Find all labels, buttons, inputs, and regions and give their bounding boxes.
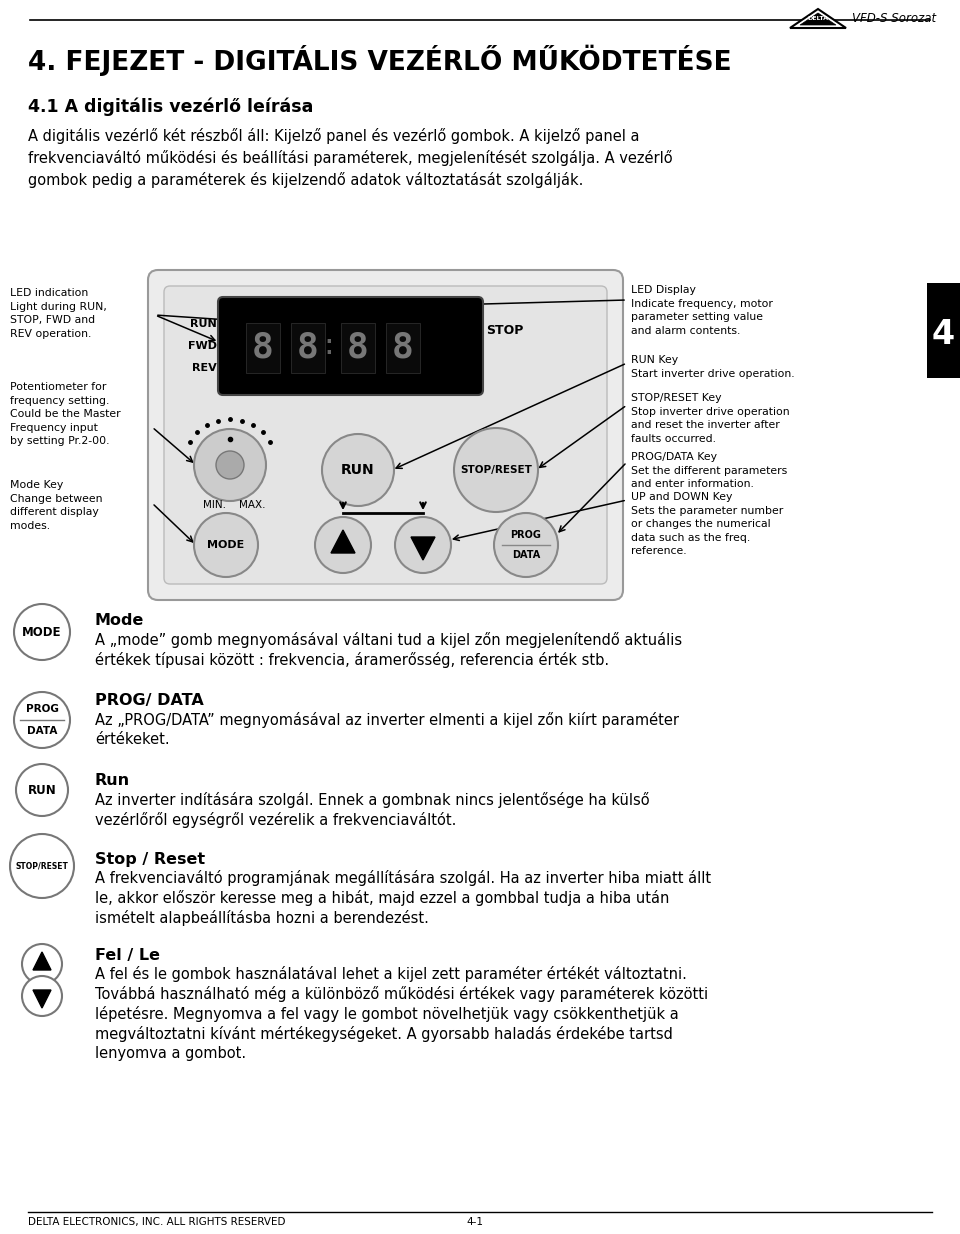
Text: RUN: RUN (190, 320, 217, 329)
FancyBboxPatch shape (291, 323, 325, 373)
Polygon shape (411, 537, 435, 560)
Text: DATA: DATA (512, 550, 540, 560)
Text: 8: 8 (348, 331, 369, 365)
Text: A „mode” gomb megnyomásával váltani tud a kijel zőn megjelenítendő aktuális: A „mode” gomb megnyomásával váltani tud … (95, 632, 683, 648)
Text: megváltoztatni kívánt mértékegységeket. A gyorsabb haladás érdekébe tartsd: megváltoztatni kívánt mértékegységeket. … (95, 1025, 673, 1041)
Circle shape (10, 834, 74, 898)
Circle shape (315, 517, 371, 573)
Circle shape (14, 603, 70, 660)
Text: Az inverter indítására szolgál. Ennek a gombnak nincs jelentősége ha külső: Az inverter indítására szolgál. Ennek a … (95, 792, 650, 808)
Text: Mode Key
Change between
different display
modes.: Mode Key Change between different displa… (10, 480, 103, 531)
Text: MAX.: MAX. (239, 500, 265, 510)
Polygon shape (331, 529, 355, 553)
Text: 8: 8 (298, 331, 319, 365)
Text: :: : (321, 332, 337, 360)
FancyBboxPatch shape (341, 323, 375, 373)
Text: STOP: STOP (486, 323, 523, 337)
Polygon shape (790, 9, 846, 28)
Circle shape (322, 434, 394, 506)
Text: DELTA: DELTA (807, 16, 828, 21)
Text: MODE: MODE (22, 626, 61, 638)
Bar (927, 283, 960, 378)
Text: Az „PROG/DATA” megnyomásával az inverter elmenti a kijel zőn kiírt paraméter: Az „PROG/DATA” megnyomásával az inverter… (95, 712, 679, 728)
Text: gombok pedig a paraméterek és kijelzendő adatok változtatását szolgálják.: gombok pedig a paraméterek és kijelzendő… (28, 172, 584, 188)
Text: PROG: PROG (26, 705, 59, 714)
Text: Fel / Le: Fel / Le (95, 948, 160, 963)
Text: vezérlőről egységről vezérelik a frekvenciaváltót.: vezérlőről egységről vezérelik a frekven… (95, 812, 456, 828)
Text: Run: Run (95, 772, 131, 789)
Text: lépetésre. Megnyomva a fel vagy le gombot növelhetjük vagy csökkenthetjük a: lépetésre. Megnyomva a fel vagy le gombo… (95, 1006, 679, 1022)
Circle shape (194, 513, 258, 578)
Text: Továbbá használható még a különböző működési értékek vagy paraméterek közötti: Továbbá használható még a különböző műkö… (95, 986, 708, 1002)
Text: PROG/DATA Key
Set the different parameters
and enter information.: PROG/DATA Key Set the different paramete… (631, 452, 787, 489)
Text: 4. FEJEZET - DIGITÁLIS VEZÉRLŐ MŰKÖDTETÉSE: 4. FEJEZET - DIGITÁLIS VEZÉRLŐ MŰKÖDTETÉ… (28, 44, 732, 77)
Text: RUN: RUN (341, 463, 374, 478)
Text: értékeket.: értékeket. (95, 732, 170, 747)
Text: STOP/RESET Key
Stop inverter drive operation
and reset the inverter after
faults: STOP/RESET Key Stop inverter drive opera… (631, 392, 790, 444)
Text: PROG/ DATA: PROG/ DATA (95, 694, 204, 708)
Text: Potentiometer for
frequency setting.
Could be the Master
Frequency input
by sett: Potentiometer for frequency setting. Cou… (10, 383, 121, 447)
Text: MIN.: MIN. (203, 500, 226, 510)
Text: VFD-S Sorozat: VFD-S Sorozat (852, 12, 936, 26)
Text: DELTA ELECTRONICS, INC. ALL RIGHTS RESERVED: DELTA ELECTRONICS, INC. ALL RIGHTS RESER… (28, 1217, 285, 1227)
Polygon shape (800, 14, 836, 25)
Text: REV: REV (192, 363, 217, 373)
Polygon shape (33, 990, 51, 1008)
Text: A fel és le gombok használatával lehet a kijel zett paraméter értékét változtatn: A fel és le gombok használatával lehet a… (95, 966, 686, 982)
Text: A frekvenciaváltó programjának megállítására szolgál. Ha az inverter hiba miatt : A frekvenciaváltó programjának megállítá… (95, 870, 711, 886)
Text: 8: 8 (392, 331, 414, 365)
Circle shape (16, 764, 68, 816)
Text: RUN: RUN (28, 784, 57, 796)
Text: 4.1 A digitális vezérlő leírása: 4.1 A digitális vezérlő leírása (28, 97, 313, 116)
Text: Stop / Reset: Stop / Reset (95, 851, 205, 868)
Text: 4: 4 (931, 318, 954, 352)
Text: RUN Key
Start inverter drive operation.: RUN Key Start inverter drive operation. (631, 355, 795, 379)
Text: frekvenciaváltó működési és beállítási paraméterek, megjelenítését szolgálja. A : frekvenciaváltó működési és beállítási p… (28, 151, 673, 167)
Text: DATA: DATA (27, 726, 58, 735)
Text: MODE: MODE (207, 540, 245, 550)
Text: FWD: FWD (188, 341, 217, 350)
Text: A digitális vezérlő két részből áll: Kijelző panel és vezérlő gombok. A kijelző : A digitális vezérlő két részből áll: Kij… (28, 128, 639, 144)
Text: 4-1: 4-1 (467, 1217, 484, 1227)
Circle shape (14, 692, 70, 748)
Text: STOP/RESET: STOP/RESET (15, 861, 68, 870)
FancyBboxPatch shape (148, 270, 623, 600)
Text: STOP/RESET: STOP/RESET (460, 465, 532, 475)
Circle shape (494, 513, 558, 578)
Circle shape (22, 976, 62, 1016)
FancyBboxPatch shape (246, 323, 280, 373)
Circle shape (395, 517, 451, 573)
FancyBboxPatch shape (164, 286, 607, 584)
Text: lenyomva a gombot.: lenyomva a gombot. (95, 1046, 246, 1061)
Text: le, akkor először keresse meg a hibát, majd ezzel a gombbal tudja a hiba után: le, akkor először keresse meg a hibát, m… (95, 890, 669, 906)
FancyBboxPatch shape (218, 297, 483, 395)
Text: PROG: PROG (511, 529, 541, 540)
Text: 8: 8 (252, 331, 274, 365)
Text: LED indication
Light during RUN,
STOP, FWD and
REV operation.: LED indication Light during RUN, STOP, F… (10, 288, 107, 339)
Circle shape (22, 944, 62, 983)
Circle shape (216, 450, 244, 479)
Polygon shape (33, 951, 51, 970)
Text: LED Display
Indicate frequency, motor
parameter setting value
and alarm contents: LED Display Indicate frequency, motor pa… (631, 285, 773, 336)
Text: ismételt alapbeállításba hozni a berendezést.: ismételt alapbeállításba hozni a berende… (95, 909, 429, 926)
Circle shape (454, 428, 538, 512)
Text: UP and DOWN Key
Sets the parameter number
or changes the numerical
data such as : UP and DOWN Key Sets the parameter numbe… (631, 492, 783, 557)
Text: értékek típusai között : frekvencia, áramerősség, referencia érték stb.: értékek típusai között : frekvencia, ára… (95, 652, 610, 668)
Text: Mode: Mode (95, 613, 144, 628)
FancyBboxPatch shape (386, 323, 420, 373)
Circle shape (194, 429, 266, 501)
